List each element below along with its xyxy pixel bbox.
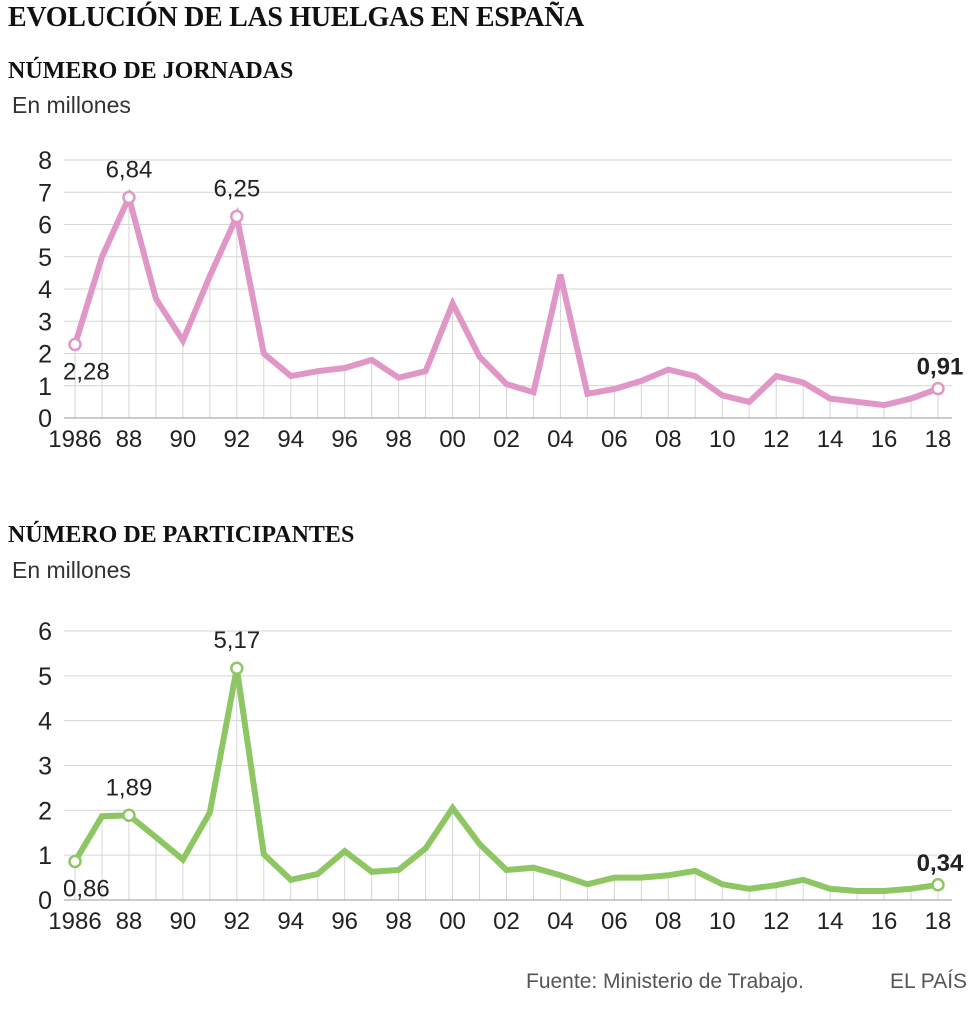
- x-tick-label: 96: [331, 908, 358, 935]
- data-label: 1,89: [106, 774, 153, 801]
- y-tick-label: 8: [38, 147, 52, 175]
- series-line: [72, 667, 939, 894]
- x-tick-label: 94: [277, 426, 304, 453]
- chart2-title: NÚMERO DE PARTICIPANTES: [8, 522, 355, 548]
- y-tick-label: 6: [38, 618, 52, 646]
- y-tick-label: 6: [38, 212, 52, 240]
- x-tick-label: 18: [925, 426, 952, 453]
- data-label: 0,86: [63, 875, 110, 902]
- y-tick-label: 3: [38, 753, 52, 781]
- y-tick-label: 2: [38, 797, 52, 825]
- x-tick-label: 94: [277, 908, 304, 935]
- x-tick-label: 02: [493, 908, 520, 935]
- x-tick-label: 10: [709, 426, 736, 453]
- data-point-marker: [931, 878, 945, 892]
- data-label: 6,84: [106, 156, 153, 183]
- data-label: 6,25: [213, 175, 260, 202]
- x-tick-label: 1986: [48, 426, 101, 453]
- y-tick-label: 0: [38, 887, 52, 915]
- x-tick-label: 06: [601, 908, 628, 935]
- brand-logo: EL PAÍS: [890, 970, 968, 993]
- data-label: 0,91: [917, 354, 964, 381]
- chart1-title: NÚMERO DE JORNADAS: [8, 58, 294, 84]
- data-point-marker: [230, 209, 244, 224]
- x-tick-label: 88: [116, 426, 143, 453]
- data-point-marker: [68, 337, 82, 352]
- data-point-marker: [68, 854, 82, 869]
- x-tick-label: 06: [601, 426, 628, 453]
- x-tick-label: 04: [547, 426, 574, 453]
- y-tick-label: 2: [38, 341, 52, 369]
- x-tick-label: 98: [385, 426, 412, 453]
- x-tick-label: 10: [709, 908, 736, 935]
- x-tick-label: 90: [170, 426, 197, 453]
- x-tick-label: 08: [655, 908, 682, 935]
- x-tick-label: 18: [925, 908, 952, 935]
- x-tick-label: 90: [170, 908, 197, 935]
- y-tick-label: 3: [38, 308, 52, 336]
- data-point-marker: [230, 661, 244, 675]
- chart1-unit-label: En millones: [12, 92, 131, 118]
- data-point-marker: [122, 190, 136, 205]
- x-tick-label: 00: [439, 908, 466, 935]
- y-tick-label: 1: [38, 373, 52, 401]
- x-tick-label: 14: [817, 426, 844, 453]
- y-tick-label: 4: [38, 276, 52, 304]
- x-tick-label: 02: [493, 426, 520, 453]
- y-tick-label: 7: [38, 179, 52, 207]
- series-line: [72, 188, 940, 409]
- y-tick-label: 5: [38, 244, 52, 272]
- x-tick-label: 04: [547, 908, 574, 935]
- source-note: Fuente: Ministerio de Trabajo.: [526, 970, 804, 993]
- y-tick-label: 0: [38, 405, 52, 433]
- y-tick-label: 5: [38, 663, 52, 691]
- x-tick-label: 00: [439, 426, 466, 453]
- x-tick-label: 98: [385, 908, 412, 935]
- x-tick-label: 92: [223, 908, 250, 935]
- chart2-unit-label: En millones: [12, 557, 131, 583]
- data-label: 0,34: [917, 850, 964, 877]
- page-title: EVOLUCIÓN DE LAS HUELGAS EN ESPAÑA: [8, 2, 585, 33]
- data-point-marker: [122, 808, 136, 823]
- x-tick-label: 16: [871, 426, 898, 453]
- data-label: 5,17: [213, 627, 260, 654]
- x-tick-label: 92: [223, 426, 250, 453]
- x-tick-label: 88: [116, 908, 143, 935]
- y-tick-label: 4: [38, 708, 52, 736]
- x-tick-label: 16: [871, 908, 898, 935]
- y-tick-label: 1: [38, 842, 52, 870]
- x-tick-label: 12: [763, 426, 790, 453]
- x-tick-label: 12: [763, 908, 790, 935]
- x-tick-label: 96: [331, 426, 358, 453]
- data-point-marker: [931, 381, 945, 396]
- x-tick-label: 14: [817, 908, 844, 935]
- data-label: 2,28: [63, 358, 110, 385]
- x-tick-label: 08: [655, 426, 682, 453]
- x-tick-label: 1986: [48, 908, 101, 935]
